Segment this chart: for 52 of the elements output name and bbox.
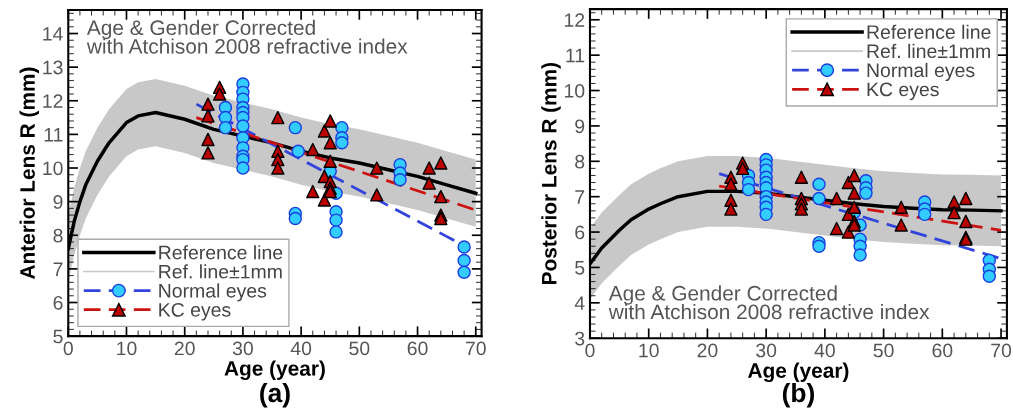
text: (a) xyxy=(260,382,290,408)
y-tick-label: 7 xyxy=(575,190,585,204)
x-tick-label: 70 xyxy=(465,341,486,356)
y-tick-label: 12 xyxy=(43,94,63,108)
x-tick-label: 60 xyxy=(932,343,953,358)
y-tick-label: 12 xyxy=(564,13,585,27)
legend-label: Normal eyes xyxy=(159,283,267,302)
x-axis-title: Age (year) xyxy=(748,362,849,383)
text: (b) xyxy=(782,382,814,408)
x-tick-label: 0 xyxy=(63,341,73,356)
y-tick-label: 4 xyxy=(574,296,585,310)
x-tick-label: 50 xyxy=(873,343,894,358)
legend-label: Ref. line±1mm xyxy=(867,43,990,59)
x-tick-label: 20 xyxy=(697,343,718,358)
y-tick-label: 7 xyxy=(53,262,63,276)
x-tick-label: 40 xyxy=(814,343,835,358)
y-tick-label: 11 xyxy=(566,48,585,63)
x-tick-label: 20 xyxy=(174,341,195,356)
y-tick-label: 13 xyxy=(43,60,63,75)
y-tick-label: 6 xyxy=(53,295,63,310)
x-tick-label: 10 xyxy=(639,343,659,358)
x-tick-label: 60 xyxy=(407,341,428,356)
y-tick-label: 5 xyxy=(575,261,585,275)
y-tick-label: 10 xyxy=(564,84,585,98)
y-tick-label: 11 xyxy=(44,128,63,142)
x-tick-label: 50 xyxy=(349,341,370,356)
y-tick-label: 5 xyxy=(53,329,63,344)
y-axis-title: Anterior Lens R (mm) xyxy=(19,67,40,280)
annotation: Age & Gender Corrected with Atchison 2008 refractive index xyxy=(608,285,930,320)
legend-label: Reference line xyxy=(159,245,283,260)
x-tick-label: 70 xyxy=(991,343,1012,358)
y-tick-label: 8 xyxy=(575,154,585,169)
y-tick-label: 6 xyxy=(575,225,585,240)
x-axis-title: Age (year) xyxy=(224,360,325,381)
legend-label: Ref. line±1mm xyxy=(159,264,282,279)
y-tick-label: 9 xyxy=(575,119,585,134)
x-tick-label: 0 xyxy=(585,343,595,358)
y-axis-title: Posterior Lens R (mm) xyxy=(541,63,561,284)
legend-label: Reference line xyxy=(867,24,991,39)
y-tick-label: 14 xyxy=(43,27,63,41)
y-tick-label: 9 xyxy=(53,195,63,209)
x-tick-label: 30 xyxy=(756,343,777,358)
x-tick-label: 30 xyxy=(232,341,253,356)
y-tick-label: 8 xyxy=(53,228,63,243)
y-tick-label: 3 xyxy=(575,331,585,346)
x-tick-label: 40 xyxy=(290,341,312,356)
legend-label: KC eyes xyxy=(159,302,231,321)
y-tick-label: 10 xyxy=(43,161,63,176)
annotation: Age & Gender Corrected with Atchison 2008 refractive index xyxy=(86,19,408,54)
x-tick-label: 10 xyxy=(117,341,137,356)
legend-label: KC eyes xyxy=(867,82,939,101)
legend-label: Normal eyes xyxy=(867,62,975,82)
